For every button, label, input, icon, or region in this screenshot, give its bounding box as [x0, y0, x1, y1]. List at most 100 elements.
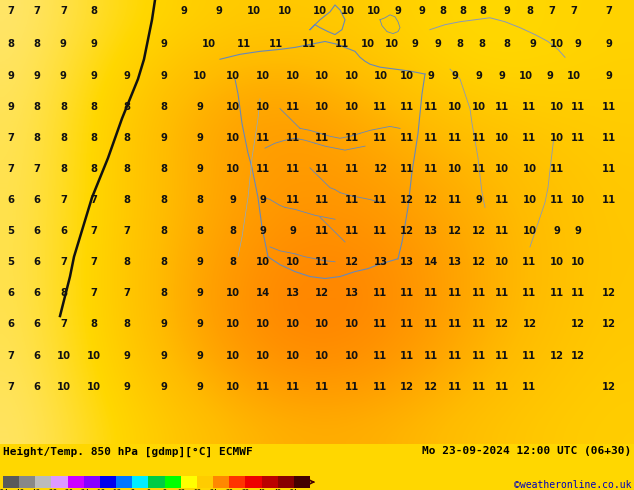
Text: 10: 10 — [400, 71, 414, 80]
Text: 12: 12 — [373, 164, 387, 174]
Text: 11: 11 — [448, 288, 462, 298]
Text: 9: 9 — [197, 257, 203, 267]
Text: 13: 13 — [345, 288, 359, 298]
Text: 7: 7 — [8, 133, 14, 143]
Text: 10: 10 — [286, 257, 300, 267]
Text: 12: 12 — [602, 288, 616, 298]
Bar — [262, 476, 278, 488]
Text: 7: 7 — [8, 6, 14, 16]
Text: 9: 9 — [547, 71, 553, 80]
Text: Height/Temp. 850 hPa [gdmp][°C] ECMWF: Height/Temp. 850 hPa [gdmp][°C] ECMWF — [3, 446, 253, 457]
Text: 9: 9 — [124, 382, 130, 392]
Text: 9: 9 — [575, 226, 581, 236]
Text: 7: 7 — [124, 288, 130, 298]
Text: 8: 8 — [33, 133, 41, 143]
Text: -38: -38 — [46, 489, 58, 490]
Text: 6: 6 — [7, 195, 15, 205]
Text: 11: 11 — [602, 195, 616, 205]
Text: 10: 10 — [87, 350, 101, 361]
Text: 11: 11 — [448, 133, 462, 143]
Text: 8: 8 — [160, 164, 167, 174]
Text: 10: 10 — [87, 382, 101, 392]
Text: 10: 10 — [571, 257, 585, 267]
Text: 9: 9 — [60, 71, 67, 80]
Bar — [3, 476, 19, 488]
Text: 8: 8 — [60, 288, 67, 298]
Bar — [294, 476, 310, 488]
Text: 11: 11 — [448, 382, 462, 392]
Text: 8: 8 — [160, 101, 167, 112]
Text: 7: 7 — [91, 257, 97, 267]
Text: -54: -54 — [0, 489, 9, 490]
Text: 10: 10 — [256, 257, 270, 267]
Text: 30: 30 — [225, 489, 233, 490]
Text: 8: 8 — [160, 288, 167, 298]
Text: 8: 8 — [526, 6, 533, 16]
Text: 9: 9 — [197, 350, 203, 361]
Text: 7: 7 — [8, 164, 14, 174]
Text: 8: 8 — [160, 195, 167, 205]
Text: 9: 9 — [197, 164, 203, 174]
Text: 11: 11 — [448, 195, 462, 205]
Text: 10: 10 — [56, 382, 70, 392]
Text: 11: 11 — [424, 164, 438, 174]
Text: 11: 11 — [345, 195, 359, 205]
Text: 10: 10 — [247, 6, 261, 16]
Text: 13: 13 — [286, 288, 300, 298]
Text: 11: 11 — [472, 288, 486, 298]
Text: 7: 7 — [60, 6, 67, 16]
Text: 10: 10 — [448, 101, 462, 112]
Text: 8: 8 — [7, 39, 15, 49]
Text: 8: 8 — [162, 489, 167, 490]
Text: 11: 11 — [522, 350, 536, 361]
Text: 10: 10 — [550, 101, 564, 112]
Text: 11: 11 — [602, 164, 616, 174]
Text: 6: 6 — [33, 288, 41, 298]
Text: 8: 8 — [459, 6, 467, 16]
Text: 9: 9 — [428, 71, 434, 80]
Text: 9: 9 — [197, 133, 203, 143]
Text: 11: 11 — [373, 226, 387, 236]
Bar — [181, 476, 197, 488]
Text: 11: 11 — [424, 288, 438, 298]
Text: 8: 8 — [33, 101, 41, 112]
Text: 8: 8 — [60, 164, 67, 174]
Text: 9: 9 — [605, 71, 612, 80]
Text: 6: 6 — [7, 319, 15, 329]
Text: 42: 42 — [257, 489, 266, 490]
Text: 11: 11 — [315, 195, 329, 205]
Text: 10: 10 — [315, 101, 329, 112]
Text: 10: 10 — [345, 71, 359, 80]
Text: 12: 12 — [424, 382, 438, 392]
Text: 10: 10 — [345, 350, 359, 361]
Text: 24: 24 — [209, 489, 217, 490]
Text: 10: 10 — [571, 195, 585, 205]
Text: 10: 10 — [315, 319, 329, 329]
Text: 9: 9 — [160, 71, 167, 80]
Text: 7: 7 — [8, 350, 14, 361]
Text: 11: 11 — [522, 382, 536, 392]
Text: 8: 8 — [479, 6, 487, 16]
Text: 9: 9 — [60, 39, 67, 49]
Text: 6: 6 — [33, 382, 41, 392]
Text: 13: 13 — [373, 257, 387, 267]
Text: 11: 11 — [373, 350, 387, 361]
Text: 12: 12 — [400, 226, 414, 236]
Text: 11: 11 — [448, 350, 462, 361]
Text: 11: 11 — [345, 164, 359, 174]
Text: 7: 7 — [548, 6, 555, 16]
Text: 18: 18 — [193, 489, 201, 490]
Text: 9: 9 — [260, 226, 266, 236]
Text: 7: 7 — [91, 288, 97, 298]
Text: 11: 11 — [373, 382, 387, 392]
Text: 10: 10 — [361, 39, 375, 49]
Bar — [68, 476, 84, 488]
Text: 8: 8 — [439, 6, 446, 16]
Text: 9: 9 — [412, 39, 418, 49]
Text: 10: 10 — [226, 71, 240, 80]
Text: 6: 6 — [33, 195, 41, 205]
Text: 11: 11 — [256, 382, 270, 392]
Text: 11: 11 — [315, 226, 329, 236]
Text: 5: 5 — [7, 257, 15, 267]
Text: 11: 11 — [424, 101, 438, 112]
